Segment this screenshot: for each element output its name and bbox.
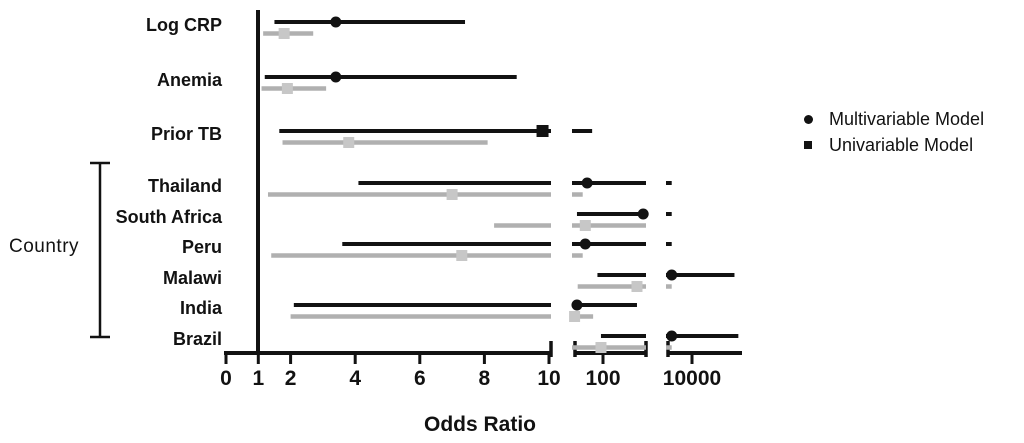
point-marker-multivariable <box>637 208 649 220</box>
point-marker-univariable <box>631 281 643 292</box>
legend-label-univariable: Univariable Model <box>829 134 974 155</box>
x-tick-label: 1 <box>252 367 264 390</box>
circle-marker-icon <box>803 114 813 124</box>
point-marker-univariable <box>343 137 355 148</box>
point-marker-univariable <box>595 342 607 353</box>
point-marker-univariable <box>446 189 458 200</box>
point-marker-multivariable <box>581 177 593 189</box>
row-label-prior-tb: Prior TB <box>151 124 222 144</box>
row-label-log-crp: Log CRP <box>146 15 222 35</box>
square-marker-icon <box>804 141 812 149</box>
legend: Multivariable Model Univariable Model <box>787 106 984 158</box>
row-label-anemia: Anemia <box>157 70 223 90</box>
point-marker-multivariable <box>666 269 678 281</box>
point-marker-univariable <box>456 250 468 261</box>
point-marker-multivariable <box>666 330 678 342</box>
point-marker-multivariable <box>536 125 549 137</box>
row-label-india: India <box>180 298 223 318</box>
row-label-peru: Peru <box>182 237 222 257</box>
row-label-south-africa: South Africa <box>116 207 223 227</box>
row-label-malawi: Malawi <box>163 268 222 288</box>
x-tick-label: 6 <box>414 367 426 390</box>
x-tick-label: 10000 <box>663 367 721 390</box>
point-marker-univariable <box>278 28 290 39</box>
x-axis-title: Odds Ratio <box>423 413 536 436</box>
legend-label-multivariable: Multivariable Model <box>829 108 985 129</box>
x-tick-label: 10 <box>537 367 560 390</box>
point-marker-multivariable <box>330 71 342 83</box>
legend-item-univariable: Univariable Model <box>787 132 984 158</box>
row-label-thailand: Thailand <box>148 176 222 196</box>
point-marker-multivariable <box>579 238 591 250</box>
x-tick-label: 2 <box>285 367 297 390</box>
point-marker-multivariable <box>571 299 583 311</box>
x-tick-label: 8 <box>479 367 491 390</box>
country-group-label: Country <box>9 236 80 257</box>
x-tick-label: 4 <box>349 367 361 390</box>
row-label-brazil: Brazil <box>173 329 222 349</box>
x-tick-label: 100 <box>585 367 620 390</box>
point-marker-univariable <box>569 311 581 322</box>
legend-marker-cell <box>787 114 829 124</box>
legend-marker-cell <box>787 141 829 149</box>
point-marker-univariable <box>281 83 293 94</box>
x-tick-label: 0 <box>220 367 232 390</box>
point-marker-univariable <box>579 220 591 231</box>
legend-item-multivariable: Multivariable Model <box>787 106 984 132</box>
point-marker-multivariable <box>330 16 342 28</box>
